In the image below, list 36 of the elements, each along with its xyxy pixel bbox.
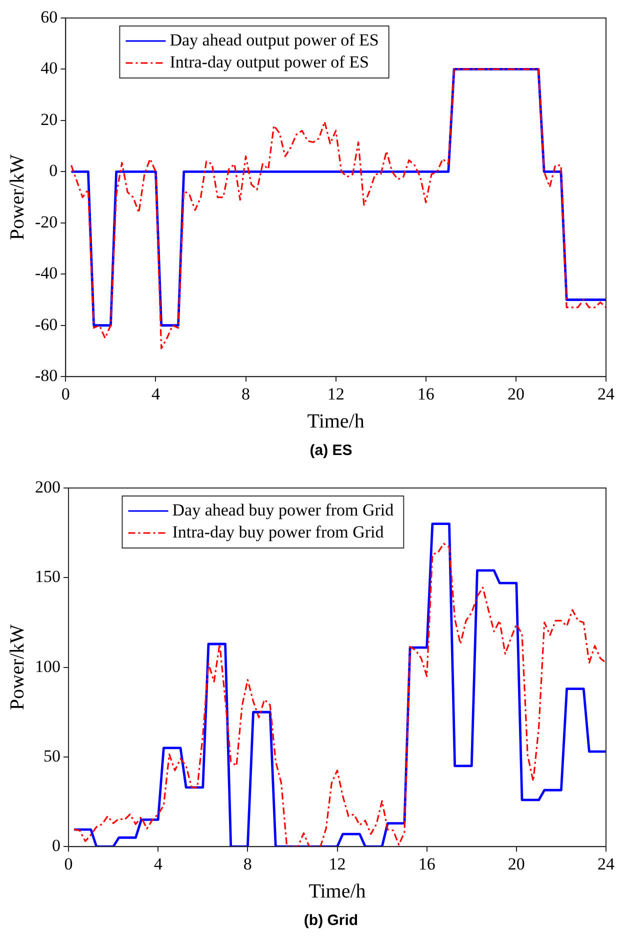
x-tick-label: 12	[327, 384, 344, 404]
y-tick-label: -40	[34, 264, 58, 283]
y-tick-label: -60	[34, 314, 58, 334]
x-tick-label: 8	[242, 384, 250, 404]
x-tick-label: 4	[154, 854, 163, 874]
text: (a) ES	[308, 441, 354, 461]
legend-label: Day ahead buy power from Grid	[172, 500, 394, 520]
x-tick-label: 20	[508, 854, 525, 874]
y-tick-label: 150	[35, 567, 60, 586]
x-tick-label: 12	[328, 854, 346, 874]
x-axis-title: Time/h	[307, 410, 364, 432]
y-tick-label: 200	[35, 477, 60, 496]
x-tick-label: 4	[151, 384, 160, 404]
y-axis-title: Power/kW	[6, 154, 28, 240]
x-tick-label: 24	[598, 384, 615, 404]
x-tick-label: 8	[243, 854, 252, 874]
y-tick-label: 0	[52, 836, 60, 856]
y-axis-title: Power/kW	[6, 624, 28, 710]
x-tick-label: 16	[418, 854, 436, 874]
x-tick-label: 16	[417, 384, 434, 404]
y-tick-label: 50	[44, 746, 60, 766]
x-tick-label: 24	[598, 854, 615, 874]
y-tick-label: 0	[49, 161, 58, 180]
y-tick-label: -20	[34, 212, 58, 232]
x-axis-title: Time/h	[308, 880, 366, 902]
x-tick-label: 20	[507, 384, 524, 404]
y-tick-label: 60	[40, 7, 58, 26]
y-tick-label: 20	[40, 110, 58, 129]
legend-label: Intra-day buy power from Grid	[172, 522, 384, 542]
legend-label: Day ahead output power of ES	[170, 30, 379, 50]
legend-label: Intra-day output power of ES	[170, 52, 369, 72]
y-tick-label: -80	[34, 366, 58, 386]
text: (b) Grid	[302, 911, 360, 931]
y-tick-label: 40	[40, 58, 58, 78]
y-tick-label: 100	[35, 656, 60, 676]
x-tick-label: 0	[64, 854, 73, 874]
